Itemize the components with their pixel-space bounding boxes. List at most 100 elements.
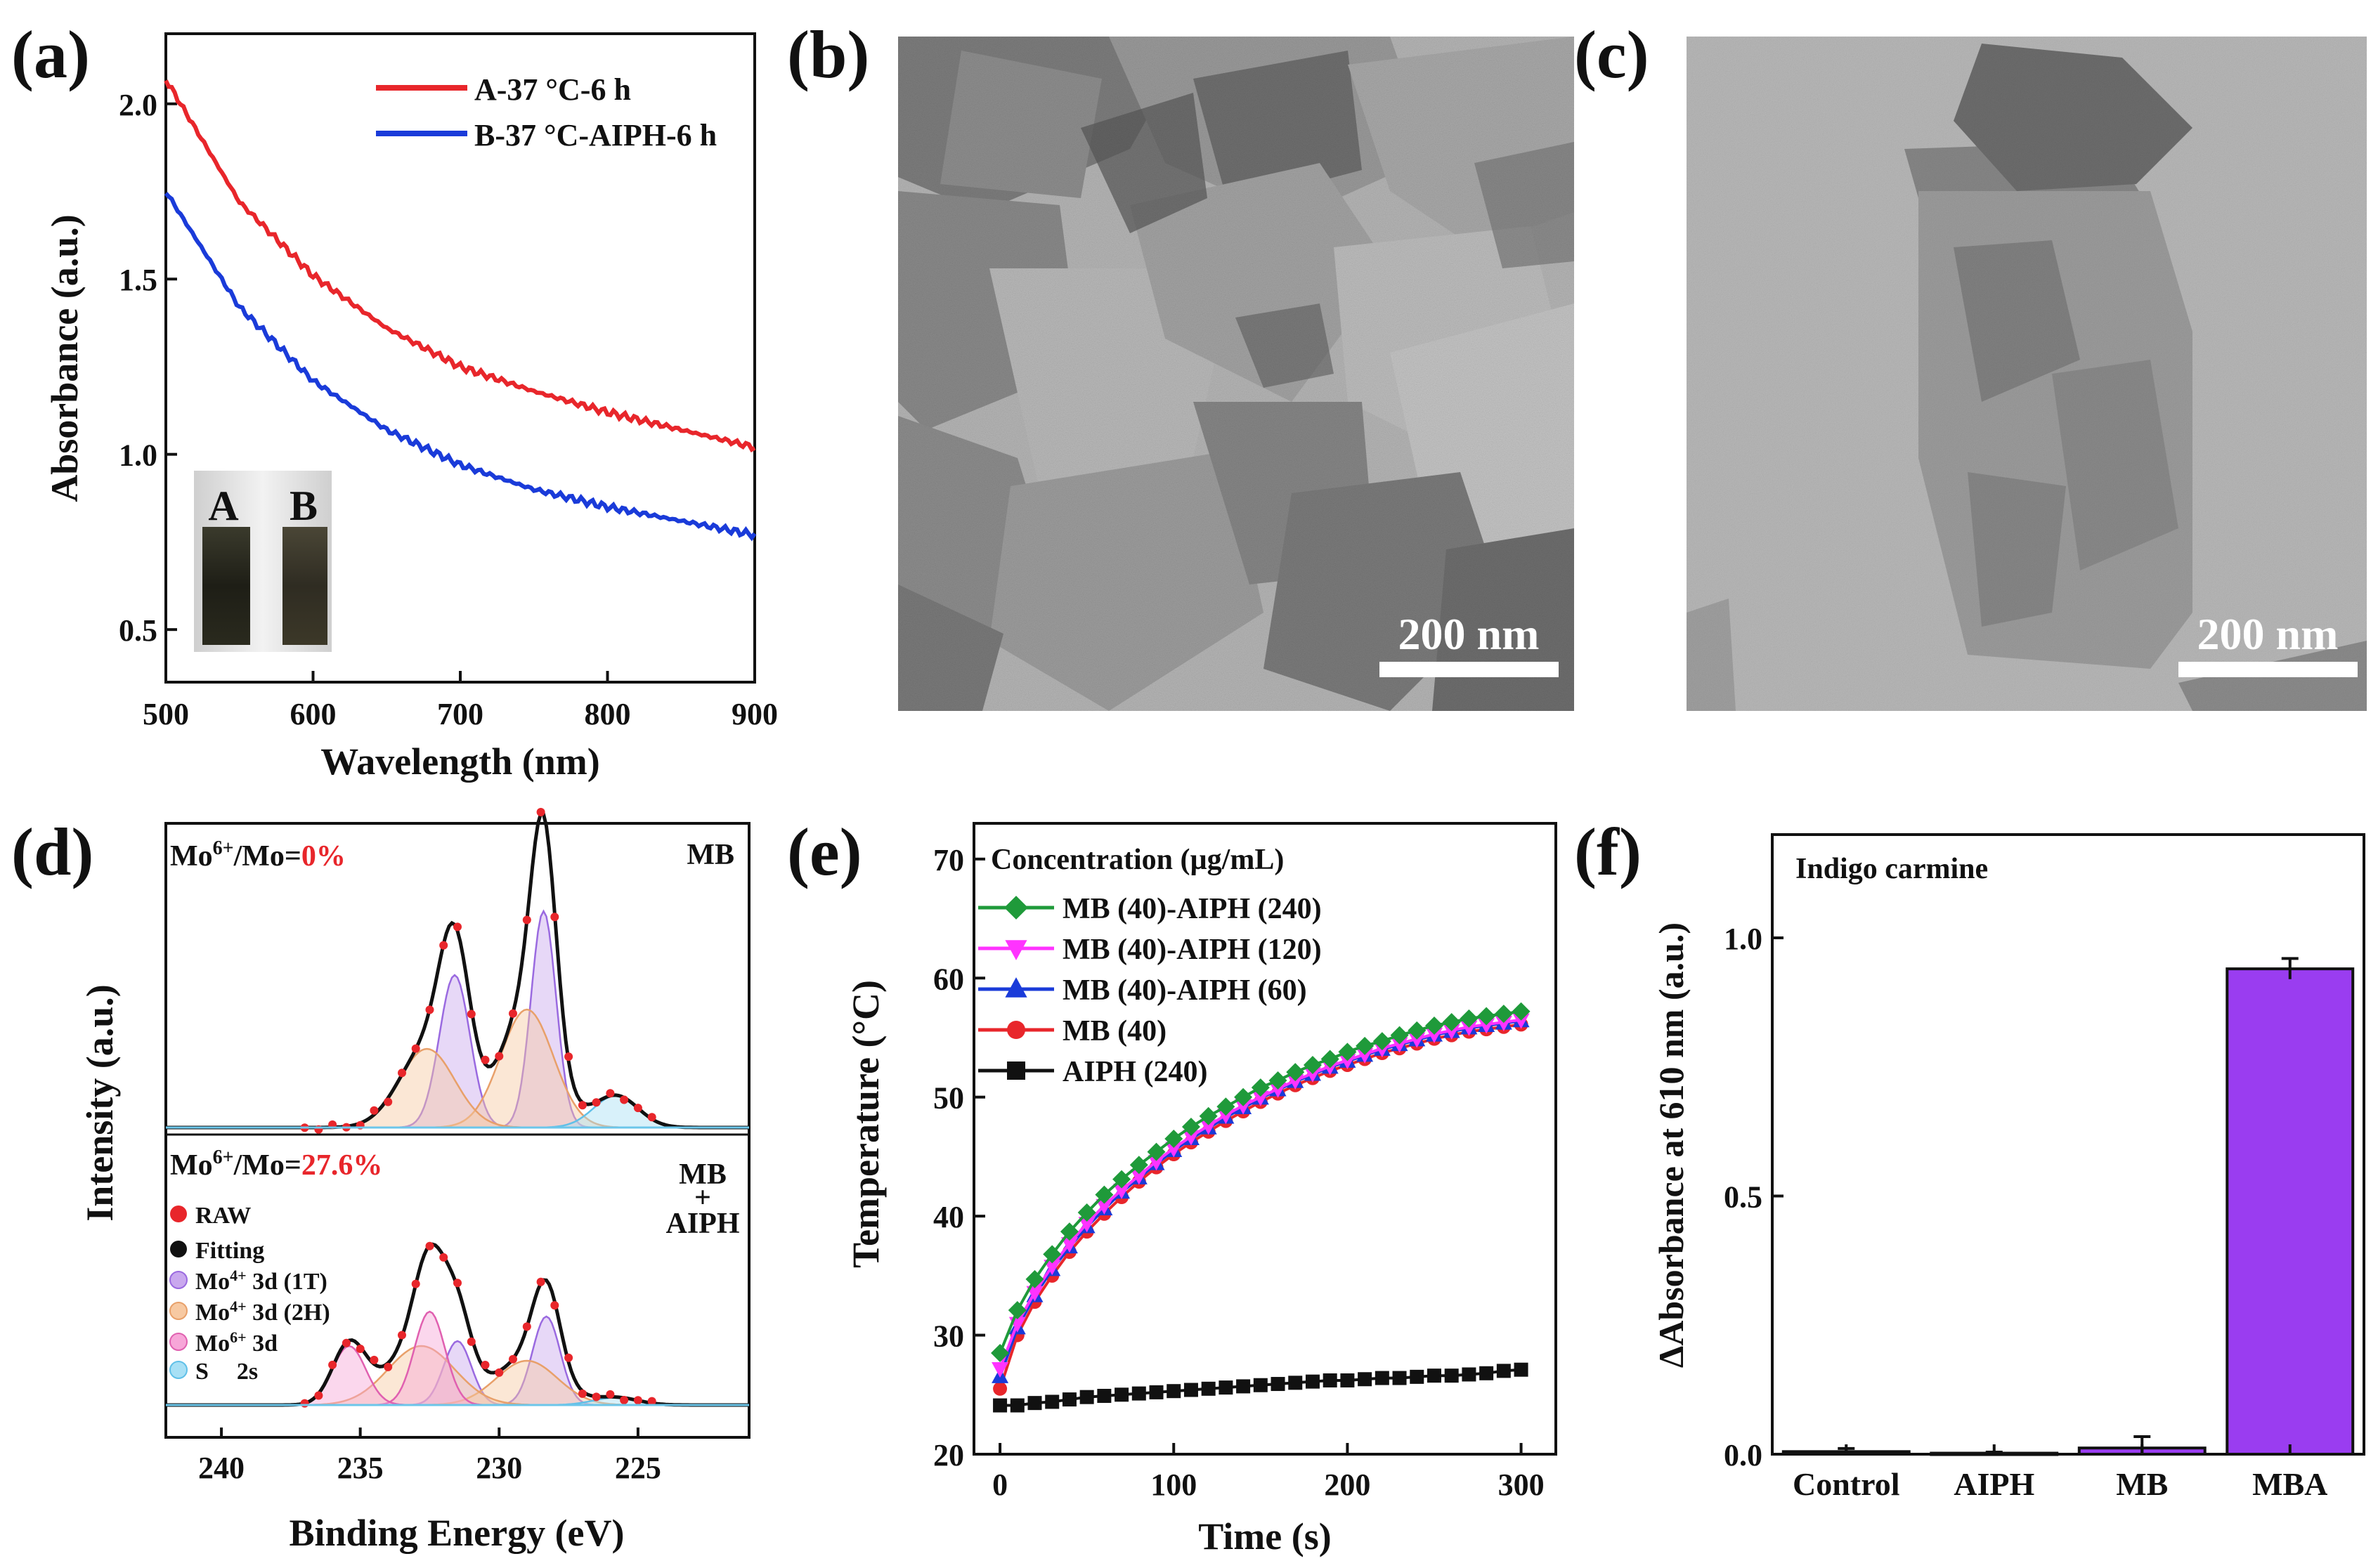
data-point-e-1 bbox=[1443, 1024, 1460, 1040]
panel-label-c: (c) bbox=[1574, 17, 1649, 92]
data-point-e-0 bbox=[1129, 1156, 1148, 1175]
legend-a: A-37 °C-6 h B-37 °C-AIPH-6 h bbox=[376, 72, 717, 152]
data-point-e-0 bbox=[1356, 1036, 1375, 1055]
y-tick-label-e: 60 bbox=[933, 962, 964, 996]
raw-point-top bbox=[384, 1097, 393, 1106]
legend-title-e: Concentration (µg/mL) bbox=[991, 844, 1284, 876]
data-point-e-1 bbox=[1460, 1020, 1478, 1036]
cuvette-a bbox=[202, 527, 250, 645]
legend-marker-e-2 bbox=[1005, 977, 1027, 998]
raw-point-bottom bbox=[522, 1322, 531, 1331]
ratio-value-top: 0% bbox=[301, 840, 346, 873]
data-point-e-0 bbox=[1077, 1203, 1096, 1222]
x-tick-label-a: 500 bbox=[143, 697, 189, 731]
x-tick-label-d: 240 bbox=[198, 1451, 245, 1485]
data-point-e-4 bbox=[1496, 1364, 1511, 1378]
series-line-a-1 bbox=[164, 192, 757, 542]
y-tick-label-a: 1.5 bbox=[119, 263, 157, 297]
x-tick-label-e: 0 bbox=[992, 1468, 1008, 1502]
legend-marker-mo6 bbox=[169, 1333, 188, 1351]
plot-frame-f bbox=[1771, 833, 2365, 1456]
x-axis-label-e: Time (s) bbox=[1198, 1515, 1331, 1557]
y-tick-label-e: 20 bbox=[933, 1438, 964, 1472]
data-point-e-1 bbox=[1269, 1082, 1287, 1098]
legend-marker-s2s bbox=[169, 1361, 188, 1379]
raw-point-top bbox=[425, 1005, 434, 1014]
data-point-e-0 bbox=[1112, 1170, 1131, 1189]
data-point-e-4 bbox=[1097, 1388, 1112, 1403]
x-tick-label-e: 300 bbox=[1498, 1468, 1545, 1502]
data-point-e-1 bbox=[1200, 1119, 1217, 1135]
data-point-e-4 bbox=[1010, 1398, 1025, 1413]
legend-label-2h: Mo4+ 3d (2H) bbox=[195, 1298, 330, 1326]
data-point-e-1 bbox=[1217, 1109, 1235, 1125]
data-point-e-0 bbox=[1199, 1106, 1218, 1125]
data-point-e-0 bbox=[1216, 1097, 1235, 1116]
raw-point-bottom bbox=[536, 1277, 545, 1286]
data-point-e-0 bbox=[1320, 1050, 1339, 1069]
y-axis-label-a: Absorbance (a.u.) bbox=[44, 214, 86, 502]
cuvette-label-b: B bbox=[290, 483, 318, 529]
data-point-e-1 bbox=[992, 1362, 1009, 1378]
ratio-text-top: Mo6+/Mo=0% bbox=[170, 837, 346, 873]
x-tick-label-a: 600 bbox=[290, 697, 337, 731]
y-tick-label-e: 50 bbox=[933, 1081, 964, 1116]
panel-label-f: (f) bbox=[1574, 814, 1642, 889]
legend-marker-raw bbox=[170, 1206, 187, 1222]
raw-point-top bbox=[467, 1010, 476, 1019]
series-line-a-0 bbox=[164, 79, 756, 452]
sample-label-top: MB bbox=[687, 839, 734, 871]
y-tick-label-e: 30 bbox=[933, 1319, 964, 1354]
x-tick-label-e: 200 bbox=[1324, 1468, 1370, 1502]
raw-point-top bbox=[578, 1101, 587, 1110]
data-point-e-4 bbox=[1219, 1380, 1233, 1395]
data-point-e-1 bbox=[1165, 1142, 1183, 1158]
data-point-e-1 bbox=[1478, 1018, 1495, 1034]
data-point-e-1 bbox=[1495, 1015, 1512, 1031]
raw-point-top bbox=[522, 915, 531, 925]
legend-marker-1t bbox=[169, 1271, 188, 1289]
data-point-e-1 bbox=[1391, 1037, 1408, 1053]
raw-point-bottom bbox=[633, 1396, 642, 1405]
legend-label-e-3: MB (40) bbox=[1063, 1015, 1167, 1047]
chart-d: 240 235 230 225 Binding Energy (eV) Intensi… bbox=[79, 808, 751, 1554]
raw-point-top bbox=[550, 913, 559, 922]
legend-label-e-0: MB (40)-AIPH (240) bbox=[1063, 893, 1322, 925]
plot-frame-e bbox=[973, 822, 1557, 1456]
raw-point-bottom bbox=[356, 1345, 365, 1353]
ratio-value-bottom: 27.6% bbox=[301, 1149, 383, 1182]
tem-image-b: 200 nm bbox=[898, 37, 1574, 711]
data-point-e-4 bbox=[1358, 1372, 1372, 1387]
data-point-e-4 bbox=[1305, 1374, 1320, 1389]
legend-marker-2h bbox=[169, 1302, 188, 1320]
x-tick-label-a: 900 bbox=[732, 697, 778, 731]
data-point-e-4 bbox=[1392, 1371, 1407, 1385]
x-tick-label-f: MBA bbox=[2252, 1466, 2327, 1502]
y-tick-label-a: 2.0 bbox=[119, 88, 157, 122]
data-point-e-0 bbox=[1460, 1009, 1479, 1028]
panel-label-e: (e) bbox=[787, 814, 862, 889]
chart-e: 20 30 40 50 60 70 0 100 200 300 Time (s) Tempera… bbox=[845, 822, 1557, 1557]
data-point-e-0 bbox=[1164, 1130, 1183, 1148]
raw-point-top bbox=[439, 941, 448, 950]
x-tick-label-f: AIPH bbox=[1954, 1466, 2034, 1502]
raw-point-bottom bbox=[314, 1391, 323, 1400]
y-tick-label-e: 40 bbox=[933, 1200, 964, 1234]
data-point-e-0 bbox=[1408, 1021, 1427, 1040]
raw-point-bottom bbox=[509, 1354, 517, 1364]
data-point-e-0 bbox=[1060, 1222, 1079, 1241]
raw-point-bottom bbox=[398, 1331, 406, 1340]
data-point-e-4 bbox=[1271, 1377, 1285, 1392]
data-point-e-4 bbox=[1045, 1394, 1060, 1409]
raw-point-bottom bbox=[592, 1392, 601, 1402]
data-point-e-0 bbox=[1181, 1118, 1200, 1137]
data-point-e-4 bbox=[1253, 1378, 1268, 1392]
data-point-e-0 bbox=[1494, 1005, 1513, 1024]
data-point-e-0 bbox=[1147, 1142, 1166, 1161]
legend-label-1t: Mo4+ 3d (1T) bbox=[195, 1267, 327, 1295]
legend-label-e-1: MB (40)-AIPH (120) bbox=[1063, 934, 1322, 966]
ratio-text-bottom: Mo6+/Mo=27.6% bbox=[170, 1146, 382, 1182]
data-point-e-1 bbox=[1408, 1032, 1426, 1048]
data-point-e-0 bbox=[1372, 1032, 1391, 1051]
data-point-e-1 bbox=[1235, 1099, 1252, 1115]
